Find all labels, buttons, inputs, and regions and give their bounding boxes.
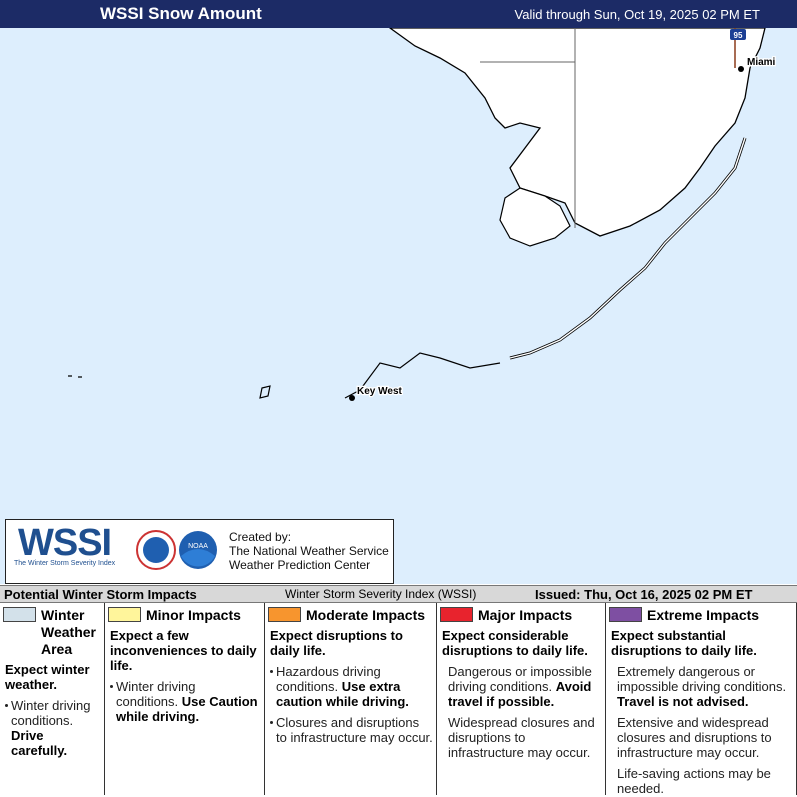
impact-lead: Expect substantial disruptions to daily …: [611, 628, 757, 658]
impact-bullet: Life-saving actions may be needed.: [617, 766, 793, 796]
bullet-text: Hazardous driving conditions.: [276, 664, 381, 694]
logo-tagline: The Winter Storm Severity Index: [14, 560, 116, 567]
issued: Issued: Thu, Oct 16, 2025 02 PM ET: [535, 587, 753, 602]
impact-lead: Expect considerable disruptions to daily…: [442, 628, 588, 658]
impact-bullet: Dangerous or impossible driving conditio…: [448, 664, 602, 709]
impact-title: Moderate Impacts: [306, 607, 426, 623]
land: [388, 28, 766, 237]
swatch: [3, 607, 36, 622]
impact-bullet: Winter driving conditions. Drive careful…: [5, 698, 101, 758]
legend-column: Major Impacts Expect considerable disrupt…: [437, 603, 606, 795]
bullet-text: Dangerous or impossible driving conditio…: [448, 664, 592, 694]
bullet-text: Extensive and widespread closures and di…: [617, 715, 772, 760]
agency-logos: NOAA: [136, 530, 217, 570]
credit: Created by: The National Weather Service…: [229, 530, 389, 572]
legend: Winter Weather Area Expect winter weather…: [0, 603, 797, 797]
swatch: [440, 607, 473, 622]
bullet-text: Winter driving conditions.: [11, 698, 91, 728]
bullet-text: Winter driving conditions.: [116, 679, 196, 709]
bullet-emphasis: Use extra caution while driving.: [276, 679, 409, 709]
impact-title: Major Impacts: [478, 607, 573, 623]
bullet-emphasis: Avoid travel if possible.: [448, 679, 592, 709]
bullet-text: Extremely dangerous or impossible drivin…: [617, 664, 787, 694]
legend-column: Winter Weather Area Expect winter weather…: [0, 603, 105, 795]
swatch: [609, 607, 642, 622]
credit-line: The National Weather Service: [229, 544, 389, 558]
impact-title: Winter Weather Area: [41, 607, 96, 657]
impact-bullet: Winter driving conditions. Use Caution w…: [110, 679, 261, 724]
legend-title: Potential Winter Storm Impacts: [4, 587, 197, 602]
swatch: [268, 607, 301, 622]
bullet-text: Life-saving actions may be needed.: [617, 766, 771, 796]
city-dot: [738, 66, 744, 72]
title: WSSI Snow Amount: [100, 4, 262, 23]
lower-keys: [344, 352, 501, 399]
highway-label: 95: [734, 31, 743, 40]
credit-line: Weather Prediction Center: [229, 558, 371, 572]
keys-fill: [509, 137, 746, 359]
bullet-emphasis: Travel is not advised.: [617, 694, 749, 709]
logo-box: WSSI The Winter Storm Severity Index NOA…: [5, 519, 394, 584]
islets: [68, 375, 271, 399]
legend-column: Extreme Impacts Expect substantial disrup…: [606, 603, 797, 796]
map: 95 Miami Key West: [0, 28, 797, 584]
bullet-emphasis: Use Caution while driving.: [116, 694, 258, 724]
agency-label: NOAA: [188, 543, 208, 550]
impact-bullet: Closures and disruptions to infrastructu…: [270, 715, 433, 745]
legend-bar: Potential Winter Storm Impacts Winter St…: [0, 585, 797, 603]
cape-sable: [499, 187, 571, 247]
valid-time: Valid through Sun, Oct 19, 2025 02 PM ET: [514, 7, 760, 22]
bullet-text: Widespread closures and disruptions to i…: [448, 715, 595, 760]
swatch: [108, 607, 141, 622]
impact-bullet: Extremely dangerous or impossible drivin…: [617, 664, 793, 709]
legend-column: Minor Impacts Expect a few inconveniences…: [105, 603, 265, 795]
impact-bullet: Extensive and widespread closures and di…: [617, 715, 793, 760]
impact-lead: Expect winter weather.: [5, 662, 90, 692]
county-line: [480, 28, 576, 228]
impact-title: Minor Impacts: [146, 607, 241, 623]
logo-wordmark: WSSI: [18, 522, 112, 564]
index-name: Winter Storm Severity Index (WSSI): [285, 587, 477, 601]
highway-shield: [730, 29, 746, 40]
city-label: Key West: [357, 386, 403, 397]
bullet-text: Closures and disruptions to infrastructu…: [276, 715, 433, 745]
credit-line: Created by:: [229, 530, 292, 544]
impact-lead: Expect a few inconveniences to daily lif…: [110, 628, 257, 673]
impact-title: Extreme Impacts: [647, 607, 760, 623]
legend-column: Moderate Impacts Expect disruptions to da…: [265, 603, 437, 795]
city-dot: [349, 395, 355, 401]
impact-bullet: Widespread closures and disruptions to i…: [448, 715, 602, 760]
impact-bullet: Hazardous driving conditions. Use extra …: [270, 664, 433, 709]
bullet-emphasis: Drive carefully.: [11, 728, 68, 758]
city-label: Miami: [747, 57, 776, 68]
header: WSSI Snow Amount Valid through Sun, Oct …: [0, 0, 797, 28]
impact-lead: Expect disruptions to daily life.: [270, 628, 403, 658]
